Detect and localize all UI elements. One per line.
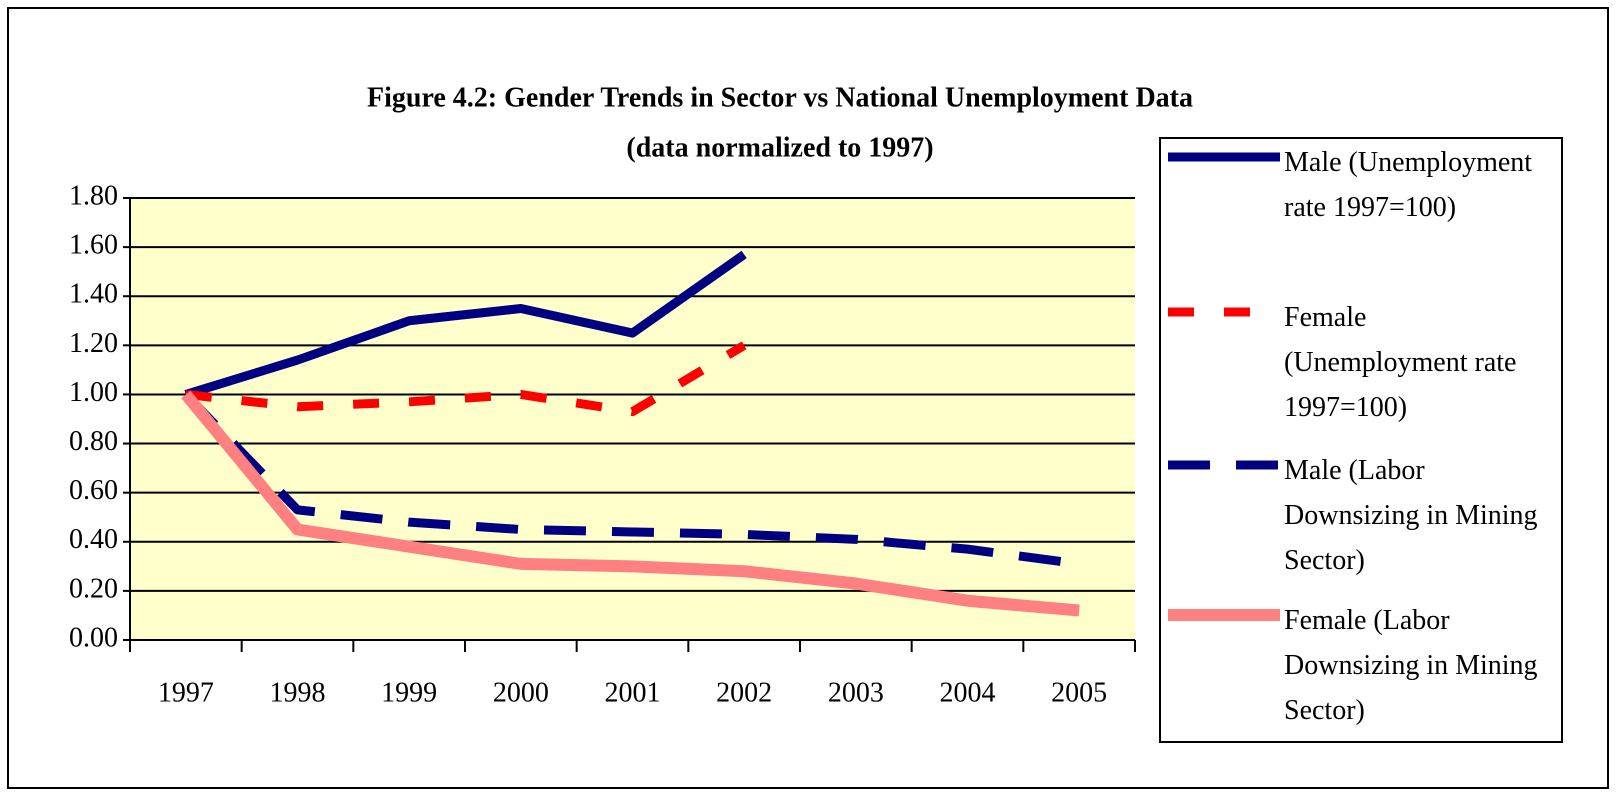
series-line: [185, 341, 747, 417]
series-line: [181, 390, 1080, 617]
y-tick-label: 1.60: [69, 230, 118, 261]
chart-title: Figure 4.2: Gender Trends in Sector vs N…: [367, 82, 1193, 113]
x-tick-label: 2004: [940, 677, 996, 708]
plot-area: [130, 198, 1135, 640]
series-line: [182, 391, 1080, 569]
legend-label: Female (Labor Downsizing in Mining Secto…: [1284, 605, 1538, 726]
series-line: [184, 250, 747, 399]
x-tick-label: 2000: [493, 677, 549, 708]
legend-entry: Male (Labor Downsizing in Mining Sector): [1284, 455, 1538, 576]
y-tick-label: 0.20: [69, 573, 118, 604]
x-tick-label: 2005: [1051, 677, 1107, 708]
y-tick-label: 1.40: [69, 279, 118, 310]
y-tick-label: 0.80: [69, 426, 118, 457]
chart-subtitle: (data normalized to 1997): [626, 132, 933, 163]
y-tick-label: 1.20: [69, 328, 118, 359]
x-tick-label: 1998: [270, 677, 326, 708]
y-tick-label: 1.80: [69, 180, 118, 211]
y-tick-label: 0.40: [69, 524, 118, 555]
y-tick-label: 0.00: [69, 622, 118, 653]
legend-entry: Female (Labor Downsizing in Mining Secto…: [1284, 605, 1538, 726]
legend-label: Male (Unemployment rate 1997=100): [1284, 147, 1533, 223]
legend-entry: Female (Unemployment rate 1997=100): [1284, 302, 1517, 423]
legend-label: Male (Labor Downsizing in Mining Sector): [1284, 455, 1538, 576]
y-tick-label: 1.00: [69, 377, 118, 408]
x-tick-label: 2003: [828, 677, 884, 708]
x-tick-label: 1999: [381, 677, 437, 708]
legend-label: Female (Unemployment rate 1997=100): [1284, 302, 1517, 423]
y-tick-label: 0.60: [69, 475, 118, 506]
x-tick-label: 2001: [605, 677, 661, 708]
legend-entry: Male (Unemployment rate 1997=100): [1284, 147, 1533, 223]
legend-box: [1159, 137, 1563, 743]
x-tick-label: 2002: [716, 677, 772, 708]
x-tick-label: 1997: [158, 677, 214, 708]
